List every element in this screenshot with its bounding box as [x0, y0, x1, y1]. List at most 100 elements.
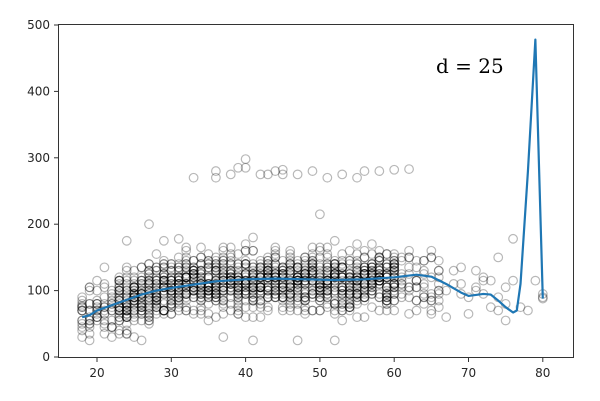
data-point [114, 285, 125, 296]
data-point [225, 285, 236, 296]
data-point [166, 259, 177, 269]
data-point [493, 305, 504, 316]
data-point [404, 164, 414, 174]
data-point [329, 298, 340, 309]
data-point [210, 292, 221, 303]
data-point [240, 259, 251, 269]
data-point [121, 312, 132, 323]
data-point [121, 265, 132, 276]
data-point [255, 289, 266, 299]
data-point [129, 298, 140, 309]
data-point [300, 292, 310, 303]
data-point [344, 285, 355, 296]
data-point [233, 272, 244, 283]
data-point [389, 282, 400, 293]
data-point [136, 275, 147, 286]
data-point [218, 265, 229, 276]
data-point [225, 298, 236, 309]
data-point [248, 289, 258, 299]
data-point [359, 292, 370, 303]
data-point [203, 292, 214, 303]
data-point [196, 269, 206, 279]
data-point [188, 285, 199, 296]
data-point [158, 305, 169, 316]
data-point [225, 265, 236, 276]
data-point [121, 328, 132, 339]
data-point [196, 265, 206, 276]
data-point [173, 233, 184, 244]
data-point [381, 262, 392, 273]
data-point [307, 269, 318, 279]
data-point [456, 279, 466, 289]
data-point [419, 255, 429, 266]
data-point [322, 285, 333, 296]
data-point [196, 308, 206, 319]
data-point [196, 252, 206, 263]
data-point [188, 285, 199, 296]
data-point [92, 298, 102, 309]
data-point [188, 269, 199, 279]
data-point [144, 275, 154, 286]
data-point [233, 272, 244, 283]
data-point [144, 269, 154, 279]
data-point [270, 242, 281, 253]
data-point [114, 285, 125, 296]
data-point [92, 312, 102, 323]
data-point [315, 285, 325, 296]
data-point [173, 289, 184, 299]
data-point [285, 285, 296, 296]
data-point [225, 272, 236, 283]
data-point [270, 282, 281, 293]
data-point [277, 282, 288, 293]
data-point [352, 292, 362, 303]
data-point [307, 166, 318, 176]
data-point [374, 245, 385, 256]
data-point [166, 295, 177, 306]
data-point [233, 289, 244, 299]
data-point [248, 282, 258, 293]
data-point [381, 282, 392, 293]
data-point [121, 285, 132, 296]
data-point [77, 325, 88, 336]
data-point [329, 272, 340, 283]
data-point [218, 242, 229, 253]
data-point [255, 282, 266, 293]
data-point [129, 292, 140, 303]
data-point [158, 305, 169, 316]
data-point [166, 285, 177, 296]
data-point [352, 265, 362, 276]
data-point [218, 245, 229, 256]
data-point [285, 259, 296, 269]
data-point [352, 289, 362, 299]
data-point [136, 308, 147, 319]
data-point [389, 289, 400, 299]
data-point [262, 305, 273, 316]
data-point [255, 272, 266, 283]
data-point [329, 289, 340, 299]
data-point [389, 279, 400, 289]
data-point [352, 272, 362, 283]
data-point [389, 262, 400, 273]
y-tick-label: 100 [27, 284, 50, 298]
data-point [136, 302, 147, 313]
data-point [367, 262, 377, 273]
data-point [166, 298, 177, 309]
data-point [285, 262, 296, 273]
data-point [248, 282, 258, 293]
data-point [315, 285, 325, 296]
data-point [329, 298, 340, 309]
data-point [530, 275, 541, 286]
data-point [448, 265, 459, 276]
data-point [136, 305, 147, 316]
data-point [262, 169, 273, 180]
data-point [292, 272, 303, 283]
data-point [300, 289, 310, 299]
data-point [329, 269, 340, 279]
data-point [255, 312, 266, 323]
data-point [240, 272, 251, 283]
data-point [367, 285, 377, 296]
data-point [285, 298, 296, 309]
data-point [181, 272, 192, 283]
data-point [270, 252, 281, 263]
data-point [158, 275, 169, 286]
